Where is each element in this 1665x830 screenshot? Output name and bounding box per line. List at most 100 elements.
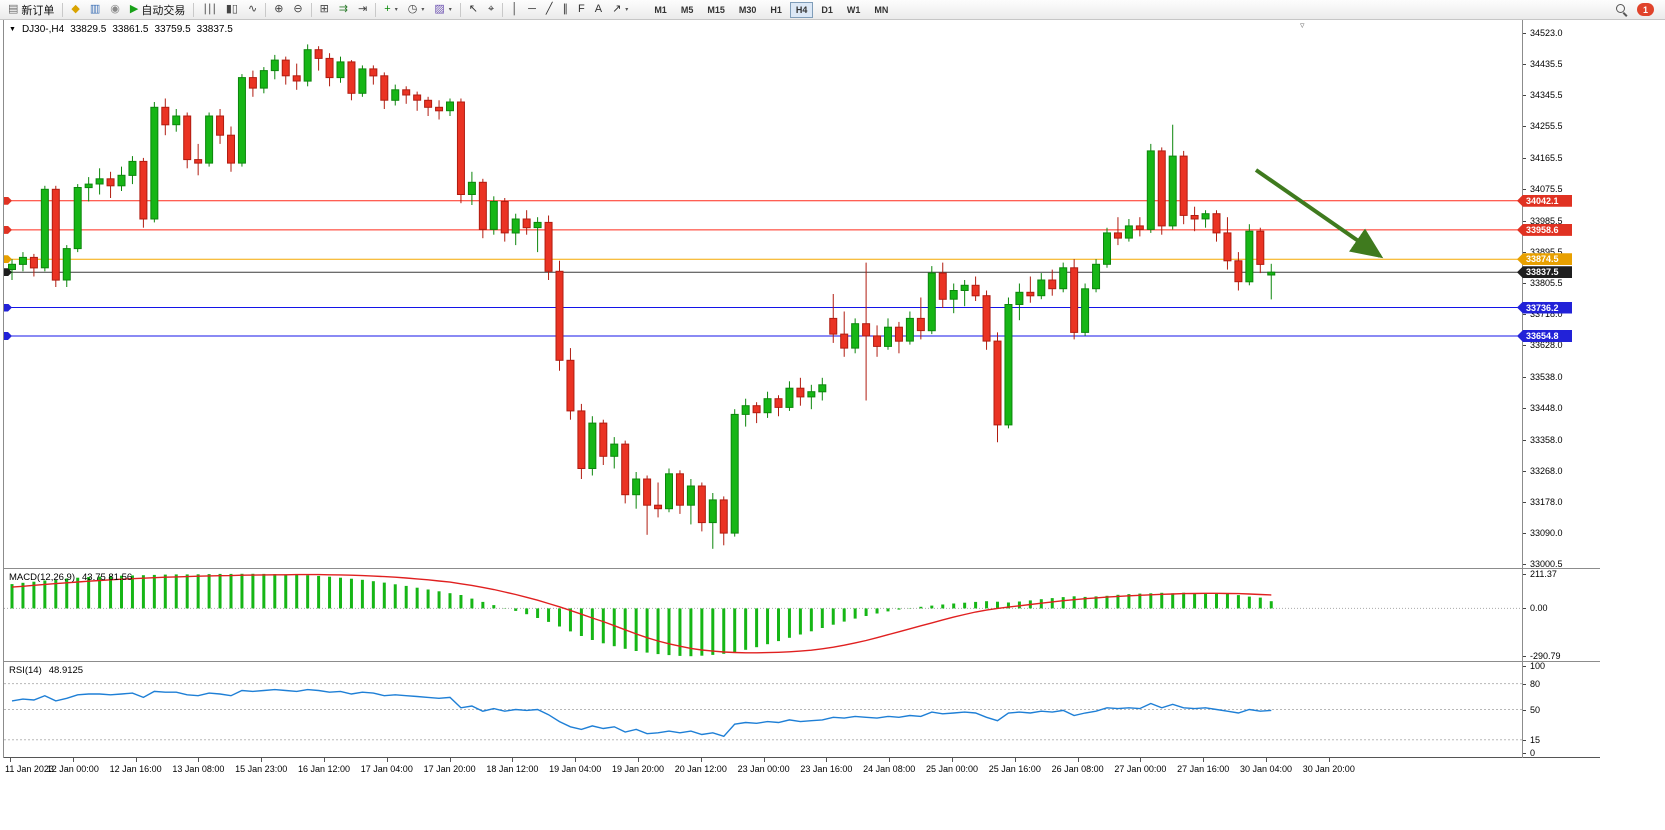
time-tick [135,758,137,762]
rsi-axis-label: 100 [1530,661,1546,672]
timeframe-mn[interactable]: MN [874,4,889,15]
price-axis-label: 33268.0 [1530,466,1563,476]
macd-label: MACD(12,26,9) 43.75 81.56 [9,572,132,583]
time-tick [1266,758,1267,762]
indicators-button[interactable]: + ▾ [379,0,402,19]
trend-arrow[interactable] [1254,168,1384,259]
zoom-in-button[interactable]: ⊕ [269,0,288,19]
axis-tick [1523,189,1526,191]
periods-button[interactable]: ◷ ▾ [403,0,430,19]
support-line-left-marker [4,303,12,312]
price-axis-label: 33718.0 [1530,308,1563,319]
axis-tick [1523,32,1526,34]
chart-shift-button[interactable]: ⇥ [353,0,372,19]
text-icon: A [594,3,603,15]
pivot-line-left-marker [4,255,12,264]
rsi-panel[interactable]: RSI(14) 48.9125 [4,662,1522,757]
trendline-button[interactable]: ╱ [541,0,558,19]
axis-tick [1523,683,1526,685]
crosshair-button[interactable]: ⌖ [483,0,499,19]
indicator-plus-icon: + [384,3,391,15]
time-axis-label: 15 Jan 23:00 [235,764,288,774]
time-axis-label: 27 Jan 16:00 [1177,764,1230,774]
axis-tick [1523,608,1526,610]
templates-button[interactable]: ▨ ▾ [429,0,456,19]
auto-scroll-icon: ⇉ [338,3,349,15]
market-watch-button[interactable]: ▥ [85,0,105,19]
search-icon[interactable] [1615,3,1628,16]
axis-tick [1523,220,1526,222]
time-axis-label: 27 Jan 00:00 [1114,764,1167,774]
axis-tick [1523,94,1526,96]
auto-scroll-button[interactable]: ⇉ [334,0,353,19]
fibonacci-icon: F [578,3,585,15]
channel-button[interactable]: ∥ [558,0,574,19]
fibonacci-button[interactable]: F [573,0,590,19]
arrows-button[interactable]: ↗ ▾ [607,0,633,19]
timeframe-m1[interactable]: M1 [654,4,667,15]
resistance-line-left-marker [4,225,12,234]
axis-tick [1523,533,1526,535]
zoom-out-button[interactable]: ⊖ [288,0,307,19]
main-chart-panel[interactable]: ▼ DJ30-,H4 33829.5 33861.5 33759.5 33837… [4,20,1522,568]
time-axis-label: 17 Jan 20:00 [423,764,476,774]
timeframe-w1[interactable]: W1 [846,4,861,15]
trendline-icon: ╱ [545,3,553,15]
line-chart-button[interactable]: ∿ [243,0,262,19]
price-axis[interactable]: 34523.0 34435.5 34345.5 34255.5 34165.5 34075… [1517,20,1664,778]
horizontal-line-icon: ─ [528,3,536,15]
line-chart-icon: ∿ [247,3,258,15]
cursor-button[interactable]: ↖ [464,0,483,19]
time-tick [10,758,11,762]
bar-chart-button[interactable]: ∣∣∣ [197,0,221,19]
axis-tick [1523,709,1526,711]
timeframe-m30[interactable]: M30 [738,4,757,15]
symbol-dropdown-icon[interactable]: ▼ [9,26,16,33]
autotrading-button[interactable]: ▶ 自动交易 [125,0,190,19]
time-axis-label: 24 Jan 08:00 [863,764,916,774]
new-order-button[interactable]: ▤ 新订单 [3,0,59,19]
horizontal-line-button[interactable]: ─ [523,0,541,19]
candles-series [8,44,1276,549]
macd-histogram [10,573,1273,657]
timeframe-m5[interactable]: M5 [680,4,694,15]
time-tick [261,758,263,762]
crosshair-icon: ⌖ [488,3,495,15]
macd-axis-label: -290.79 [1530,651,1561,662]
tile-windows-icon: ⊞ [319,3,329,15]
candlestick-chart-button[interactable]: ▮▯ [221,0,243,19]
pivot-line-price-tag: 33874.5 [1517,253,1572,266]
timeframe-d1[interactable]: D1 [821,4,833,15]
macd-panel[interactable]: MACD(12,26,9) 43.75 81.56 [4,569,1522,661]
vertical-line-button[interactable]: │ [506,0,523,19]
time-axis[interactable]: 11 Jan 2023 12 Jan 00:00 12 Jan 16:00 13 Ja… [4,758,1600,778]
price-axis-label: 33090.0 [1530,528,1563,539]
panel-divider[interactable] [3,568,1600,569]
clock-icon: ◷ [407,3,418,15]
toolbar-right: 1 [1615,3,1662,16]
axis-tick [1523,157,1526,159]
signals-button[interactable]: ◉ [105,0,125,19]
time-axis-border [3,757,1600,758]
text-button[interactable]: A [590,0,607,19]
time-tick [1328,758,1330,762]
market-watch-icon: ▥ [89,3,101,15]
toolbar-separator [62,2,64,17]
time-axis-label: 30 Jan 04:00 [1239,764,1293,774]
quote-low: 33759.5 [154,24,191,35]
axis-tick [1523,739,1526,741]
dropdown-caret-icon: ▾ [421,7,425,13]
chart-shift-marker[interactable]: ▿ [1300,20,1305,30]
time-axis-label: 25 Jan 00:00 [925,764,979,774]
metaeditor-button[interactable]: ◆ [66,0,84,19]
timeframe-h4[interactable]: H4 [789,1,814,18]
bar-chart-icon: ∣∣∣ [202,3,216,15]
time-tick [952,758,953,762]
rsi-chart-svg [4,683,1522,741]
notification-badge[interactable]: 1 [1637,3,1654,16]
timeframe-h1[interactable]: H1 [770,4,782,15]
tile-windows-button[interactable]: ⊞ [315,0,334,19]
panel-divider[interactable] [3,661,1600,662]
timeframe-m15[interactable]: M15 [707,4,725,15]
price-axis-label: 34345.5 [1530,89,1563,100]
